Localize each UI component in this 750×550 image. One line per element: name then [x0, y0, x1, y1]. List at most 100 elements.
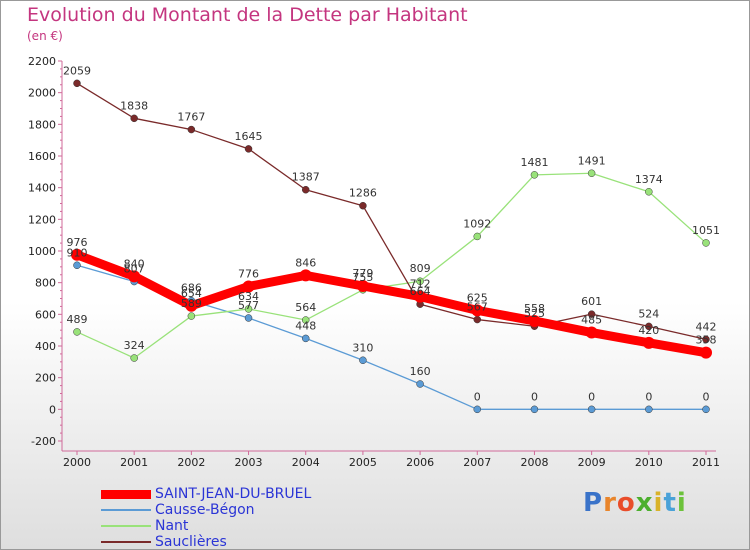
data-point [73, 328, 81, 336]
data-label: 0 [645, 390, 652, 403]
data-label: 625 [467, 291, 488, 304]
axes: -200020040060080010001200140016001800200… [28, 55, 720, 469]
data-point [645, 188, 653, 196]
chart-subtitle: (en €) [27, 29, 63, 43]
series-lines [72, 82, 711, 410]
data-label: 0 [531, 390, 538, 403]
data-label: 840 [124, 257, 145, 270]
data-label: 524 [638, 307, 659, 320]
logo-letter: x [635, 488, 654, 518]
data-label: 686 [181, 282, 202, 295]
series-points [71, 79, 712, 414]
data-point [702, 405, 710, 414]
data-label: 1481 [520, 156, 548, 169]
legend-swatch [101, 489, 151, 499]
data-label: 0 [588, 390, 595, 403]
logo-letter: i [653, 488, 664, 518]
data-label: 1286 [349, 187, 377, 200]
data-label: 448 [295, 319, 316, 332]
data-point [130, 354, 138, 362]
data-point [128, 270, 141, 283]
proxiti-logo: Proxiti [583, 488, 687, 518]
x-tick-label: 2000 [63, 456, 91, 469]
data-label: 1645 [235, 130, 263, 143]
x-tick-label: 2007 [463, 456, 491, 469]
data-point [473, 405, 482, 414]
x-tick-label: 2005 [349, 456, 377, 469]
data-label: 807 [124, 263, 145, 276]
data-label: 601 [581, 295, 602, 308]
y-tick-label: 0 [49, 403, 56, 416]
data-point [587, 405, 596, 414]
data-point [187, 312, 196, 320]
data-label: 2059 [63, 64, 91, 77]
data-label: 324 [124, 339, 145, 352]
data-label: 664 [410, 285, 431, 298]
data-point [414, 290, 427, 303]
data-point [187, 125, 196, 134]
data-label: 0 [474, 390, 481, 403]
x-tick-label: 2010 [635, 456, 663, 469]
data-label: 567 [467, 301, 488, 314]
data-point [73, 79, 81, 88]
data-label: 525 [524, 307, 545, 320]
data-point [416, 380, 424, 388]
data-label: 1051 [692, 224, 720, 237]
logo-letter: o [616, 488, 636, 518]
data-label: 564 [295, 301, 316, 314]
data-point [244, 314, 253, 322]
data-point [244, 305, 253, 313]
y-tick-label: 1400 [28, 182, 56, 195]
x-tick-label: 2006 [406, 456, 434, 469]
data-label: 755 [352, 271, 373, 284]
x-tick-label: 2004 [292, 456, 320, 469]
data-label: 776 [238, 267, 259, 280]
data-label: 846 [295, 256, 316, 269]
x-tick-label: 2011 [692, 456, 720, 469]
data-point [645, 405, 653, 414]
data-label: 160 [410, 365, 431, 378]
data-labels: 910 807 686 577 448 310 160 0 0 0 0 0 489 324 589 634 56… [63, 64, 720, 403]
y-tick-label: 1600 [28, 150, 56, 163]
data-label: 976 [67, 236, 88, 249]
legend-swatch [101, 525, 151, 527]
chart-title: Evolution du Montant de la Dette par Hab… [27, 4, 468, 26]
logo-letter: t [663, 488, 677, 518]
data-point [299, 269, 312, 282]
data-point [530, 405, 539, 414]
data-label: 485 [581, 314, 602, 327]
x-tick-label: 2009 [578, 456, 606, 469]
y-tick-label: 200 [35, 372, 56, 385]
y-tick-label: 1800 [28, 118, 56, 131]
data-label: 589 [181, 297, 202, 310]
y-tick-label: -200 [31, 435, 56, 448]
data-point [185, 299, 198, 312]
data-label: 1767 [177, 111, 205, 124]
legend-swatch [101, 509, 151, 511]
x-tick-label: 2003 [235, 456, 263, 469]
data-label: 809 [410, 262, 431, 275]
y-tick-label: 400 [35, 340, 56, 353]
data-label: 910 [67, 246, 88, 259]
data-point [587, 169, 596, 178]
legend-swatch [101, 541, 151, 543]
y-tick-label: 1200 [28, 213, 56, 226]
y-tick-label: 800 [35, 277, 56, 290]
data-label: 310 [352, 341, 373, 354]
data-point [702, 239, 710, 247]
logo-letter: r [603, 488, 617, 518]
legend-label: SAINT-JEAN-DU-BRUEL [155, 486, 312, 502]
data-point [301, 316, 310, 324]
data-point [471, 304, 484, 317]
series-line-2 [76, 172, 707, 359]
data-label: 420 [638, 324, 659, 337]
data-point [473, 315, 482, 324]
data-point [73, 261, 81, 269]
data-point [356, 279, 369, 292]
data-point [645, 322, 653, 331]
data-point [416, 277, 424, 285]
data-label: 712 [410, 278, 431, 291]
data-label: 358 [696, 334, 717, 347]
